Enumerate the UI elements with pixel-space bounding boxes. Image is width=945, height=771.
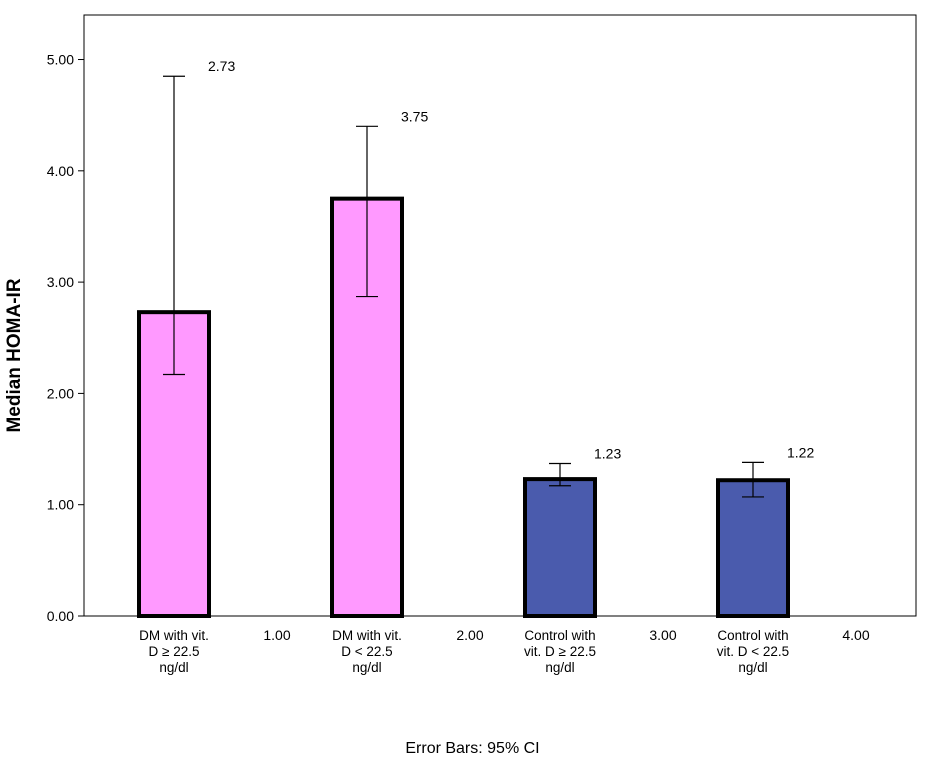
y-tick-label: 4.00 bbox=[47, 163, 74, 179]
x-category-label: D ≥ 22.5 bbox=[149, 644, 200, 659]
y-tick-label: 3.00 bbox=[47, 274, 74, 290]
x-category-label: ng/dl bbox=[545, 660, 574, 675]
data-label: 1.22 bbox=[787, 444, 814, 460]
bar bbox=[716, 478, 790, 618]
axes bbox=[78, 14, 917, 617]
x-category-label: vit. D ≥ 22.5 bbox=[524, 644, 596, 659]
x-tick-label: 2.00 bbox=[456, 627, 483, 643]
bars bbox=[137, 75, 790, 618]
x-category-label: Control with bbox=[524, 628, 595, 643]
bar bbox=[523, 477, 597, 618]
footnote: Error Bars: 95% CI bbox=[405, 740, 540, 757]
y-tick-label: 0.00 bbox=[47, 608, 74, 624]
data-label: 2.73 bbox=[208, 58, 235, 74]
x-category-label: DM with vit. bbox=[139, 628, 209, 643]
x-tick-label: 4.00 bbox=[842, 627, 869, 643]
data-label: 3.75 bbox=[401, 108, 428, 124]
x-tick-label: 1.00 bbox=[263, 627, 290, 643]
x-category-label: ng/dl bbox=[159, 660, 188, 675]
x-category-label: DM with vit. bbox=[332, 628, 402, 643]
x-category-label: ng/dl bbox=[738, 660, 767, 675]
x-tick-label: 3.00 bbox=[649, 627, 676, 643]
x-category-label: Control with bbox=[717, 628, 788, 643]
x-category-label: D < 22.5 bbox=[341, 644, 392, 659]
y-tick-label: 1.00 bbox=[47, 497, 74, 513]
chart: 0.00 1.00 2.00 3.00 4.00 5.00 Median HOMA-IR 2.… bbox=[4, 14, 917, 675]
x-category-label: vit. D < 22.5 bbox=[717, 644, 789, 659]
data-label: 1.23 bbox=[594, 446, 621, 462]
y-axis-label: Median HOMA-IR bbox=[4, 278, 25, 432]
y-tick-label: 2.00 bbox=[47, 385, 74, 401]
x-category-label: ng/dl bbox=[352, 660, 381, 675]
y-tick-label: 5.00 bbox=[47, 52, 74, 68]
labels: 0.00 1.00 2.00 3.00 4.00 5.00 Median HOMA-IR 2.… bbox=[4, 52, 870, 675]
plot-frame bbox=[83, 14, 917, 617]
